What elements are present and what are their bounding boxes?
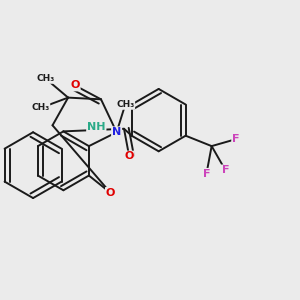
Text: CH₃: CH₃	[31, 103, 50, 112]
Text: F: F	[203, 169, 210, 179]
Text: F: F	[232, 134, 240, 144]
Text: F: F	[222, 165, 229, 176]
Text: CH₃: CH₃	[116, 100, 134, 109]
Text: O: O	[124, 152, 134, 161]
Text: NH: NH	[87, 122, 106, 132]
Text: O: O	[106, 188, 115, 198]
Text: O: O	[70, 80, 80, 91]
Text: N: N	[112, 127, 121, 137]
Text: CH₃: CH₃	[37, 74, 55, 83]
